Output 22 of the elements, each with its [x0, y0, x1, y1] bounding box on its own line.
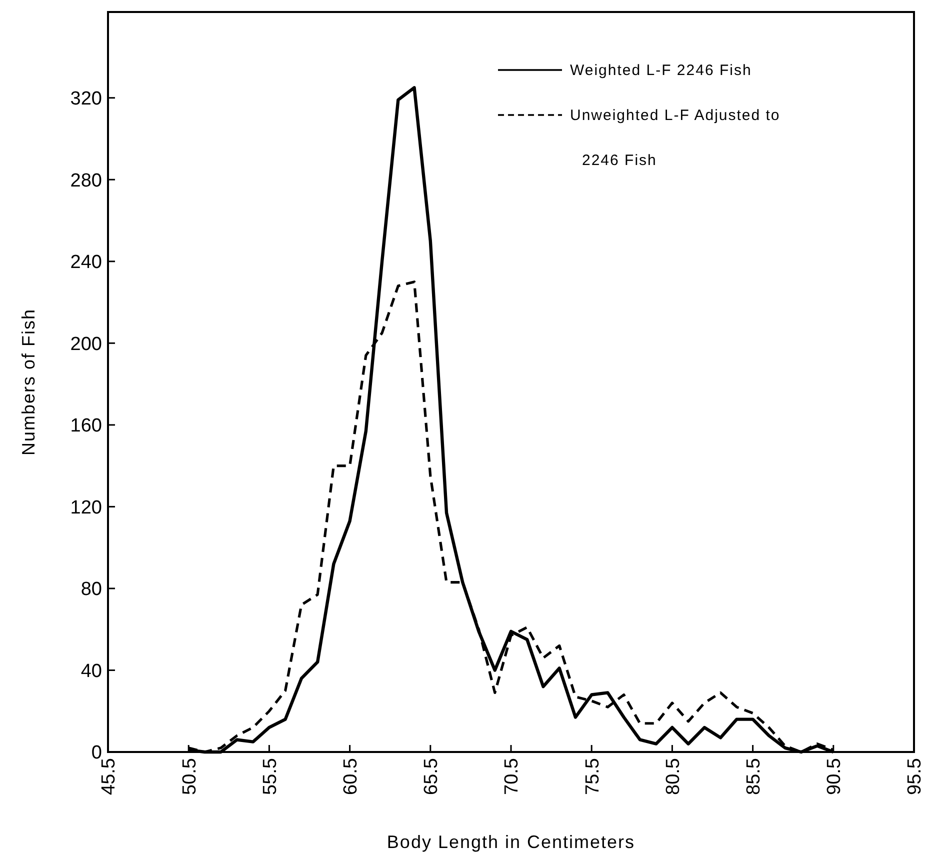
y-tick-label: 240 [70, 252, 102, 274]
x-tick-label: 95.5 [904, 758, 926, 795]
x-tick-label: 90.5 [824, 758, 846, 795]
y-tick-label: 280 [70, 170, 102, 192]
y-tick-label: 320 [70, 88, 102, 110]
y-tick-label: 40 [80, 660, 102, 682]
x-tick-label: 70.5 [502, 758, 523, 795]
y-axis-title: Numbers of Fish [18, 308, 38, 456]
x-tick-label: 60.5 [340, 758, 362, 795]
x-tick-label: 85.5 [743, 758, 764, 795]
x-tick-label: 50.5 [179, 758, 200, 795]
x-tick-label: 75.5 [582, 758, 604, 795]
x-tick-label: 65.5 [421, 758, 442, 795]
x-tick-label: 80.5 [662, 758, 684, 795]
y-tick-label: 200 [70, 334, 102, 355]
y-tick-label: 120 [70, 497, 102, 518]
x-axis-title: Body Length in Centimeters [386, 832, 636, 852]
x-tick-label: 55.5 [260, 758, 281, 795]
y-tick-label: 80 [80, 579, 102, 600]
legend-label: Weighted L-F 2246 Fish [570, 62, 752, 79]
y-tick-label: 160 [70, 416, 102, 437]
text: Unweighted L-F Adjusted to 2246 Fish [570, 107, 780, 169]
